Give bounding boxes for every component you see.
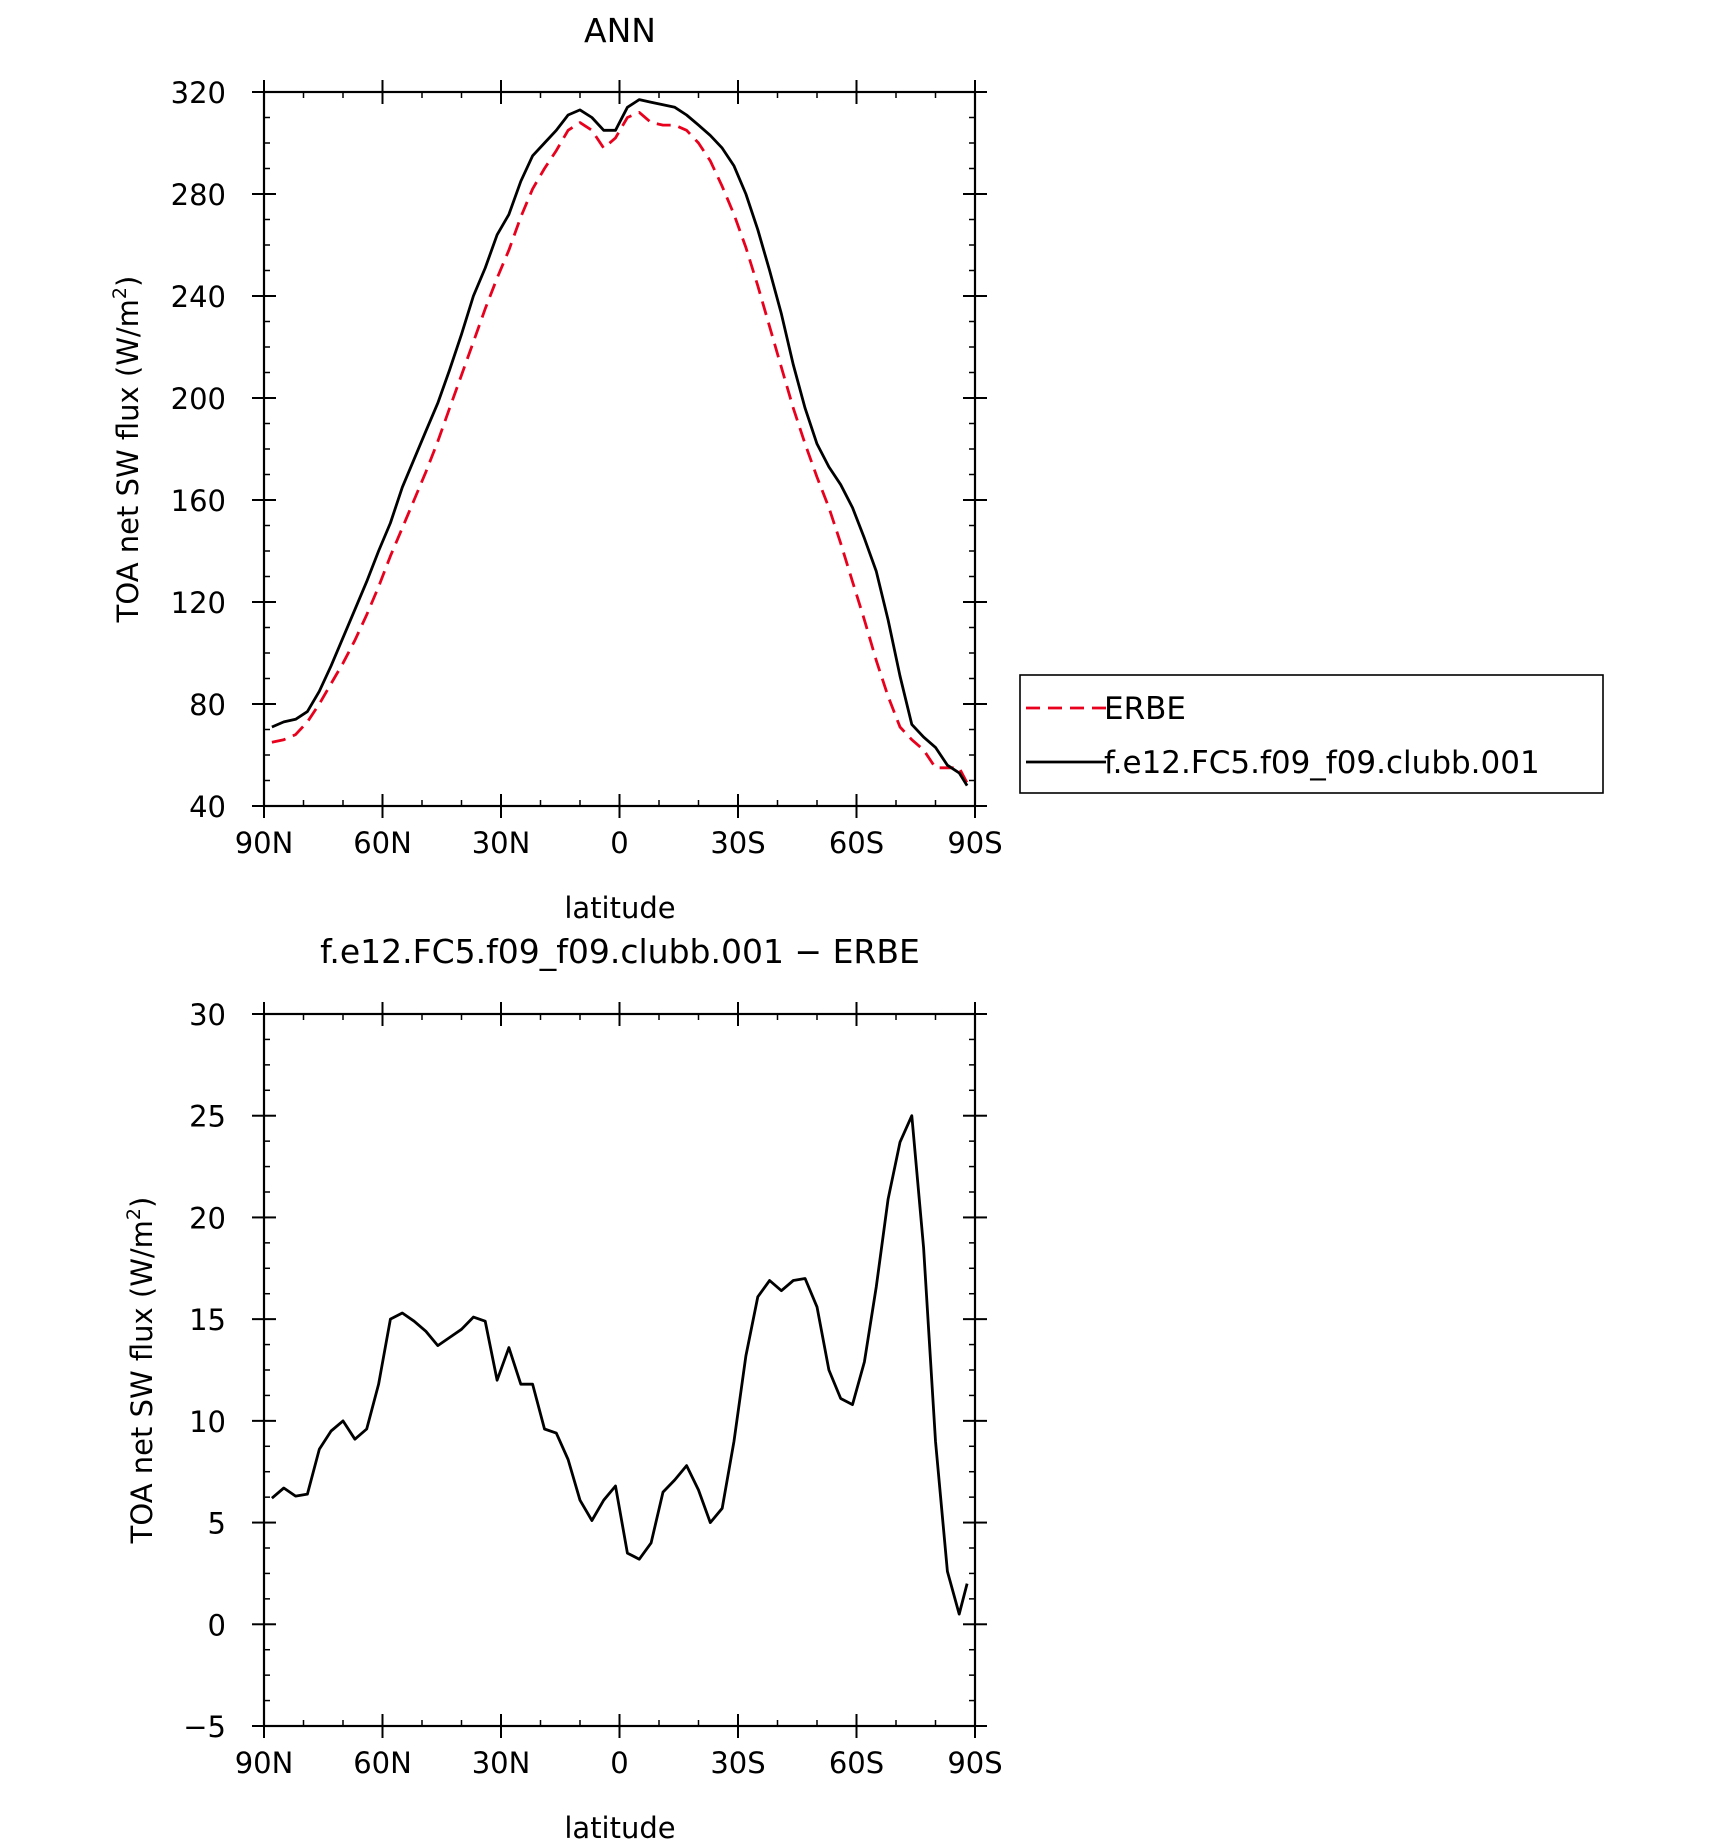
bottom-y-axis-label-close: ) (125, 1197, 159, 1208)
top-y-tick-label: 120 (171, 586, 226, 620)
bottom-y-tick-label: −5 (183, 1710, 226, 1744)
top-x-tick-label: 90S (947, 826, 1002, 860)
top-x-tick-label: 30S (710, 826, 765, 860)
bottom-y-tick-label: 0 (208, 1608, 226, 1642)
bottom-series-line-0 (270, 1114, 969, 1616)
bottom-y-tick-label: 25 (189, 1100, 226, 1134)
top-y-axis-label-main: TOA net SW flux (W/m (111, 299, 145, 623)
top-x-axis-label: latitude (564, 891, 675, 925)
bottom-axis-ticks: 90N 60N 30N 0 30S 60S 90S −5 0 5 10 15 20 25 30 (183, 998, 1002, 1780)
bottom-x-tick-label: 60S (829, 1746, 884, 1780)
top-x-tick-label: 30N (472, 826, 531, 860)
bottom-series-layer (270, 1114, 969, 1616)
top-y-axis-label-superscript: 2 (109, 287, 131, 299)
legend-label-erbe: ERBE (1104, 691, 1186, 727)
bottom-x-axis-label: latitude (564, 1811, 675, 1844)
bottom-y-axis-label: TOA net SW flux (W/m2) (123, 1197, 159, 1545)
top-x-tick-label: 90N (235, 826, 294, 860)
top-axis-ticks: 90N 60N 30N 0 30S 60S 90S 40 80 120 160 200 240 280 32… (171, 76, 1003, 860)
top-y-tick-label: 200 (171, 382, 226, 416)
bottom-y-tick-label: 20 (189, 1201, 226, 1235)
bottom-y-tick-label: 30 (189, 998, 226, 1032)
bottom-y-axis-label-main: TOA net SW flux (W/m (125, 1220, 159, 1544)
top-series-layer (271, 98, 969, 787)
bottom-x-tick-label: 90S (947, 1746, 1002, 1780)
top-x-tick-label: 0 (610, 826, 628, 860)
bottom-x-tick-label: 30S (710, 1746, 765, 1780)
top-y-axis-label-close: ) (111, 276, 145, 287)
top-y-axis-label: TOA net SW flux (W/m2) (109, 276, 145, 624)
top-y-tick-label: 280 (171, 178, 226, 212)
top-x-tick-label: 60S (829, 826, 884, 860)
bottom-y-tick-label: 10 (189, 1405, 226, 1439)
bottom-chart-title: f.e12.FC5.f09_f09.clubb.001 − ERBE (320, 932, 920, 971)
top-y-tick-label: 240 (171, 280, 226, 314)
top-y-tick-label: 80 (189, 688, 226, 722)
legend: ERBE f.e12.FC5.f09_f09.clubb.001 (1019, 674, 1604, 794)
top-x-tick-label: 60N (353, 826, 412, 860)
top-chart-panel: ANN 90N 60N 30N 0 30S 60S 90S 40 80 120 160 200 240 2… (109, 11, 1003, 925)
bottom-x-tick-label: 30N (472, 1746, 531, 1780)
top-y-tick-label: 160 (171, 484, 226, 518)
bottom-x-tick-label: 0 (610, 1746, 628, 1780)
bottom-y-tick-label: 5 (208, 1507, 226, 1541)
bottom-x-tick-label: 90N (235, 1746, 294, 1780)
bottom-y-axis-label-superscript: 2 (123, 1208, 145, 1220)
top-y-tick-label: 320 (171, 76, 226, 110)
legend-label-model: f.e12.FC5.f09_f09.clubb.001 (1104, 745, 1540, 781)
top-chart-title: ANN (584, 11, 656, 50)
bottom-y-tick-label: 15 (189, 1303, 226, 1337)
top-series-line-1 (271, 98, 969, 787)
legend-box (1019, 674, 1604, 794)
top-y-tick-label: 40 (189, 790, 226, 824)
top-series-line-0 (271, 111, 969, 784)
bottom-x-tick-label: 60N (353, 1746, 412, 1780)
bottom-chart-panel: f.e12.FC5.f09_f09.clubb.001 − ERBE 90N 60… (123, 932, 1003, 1844)
